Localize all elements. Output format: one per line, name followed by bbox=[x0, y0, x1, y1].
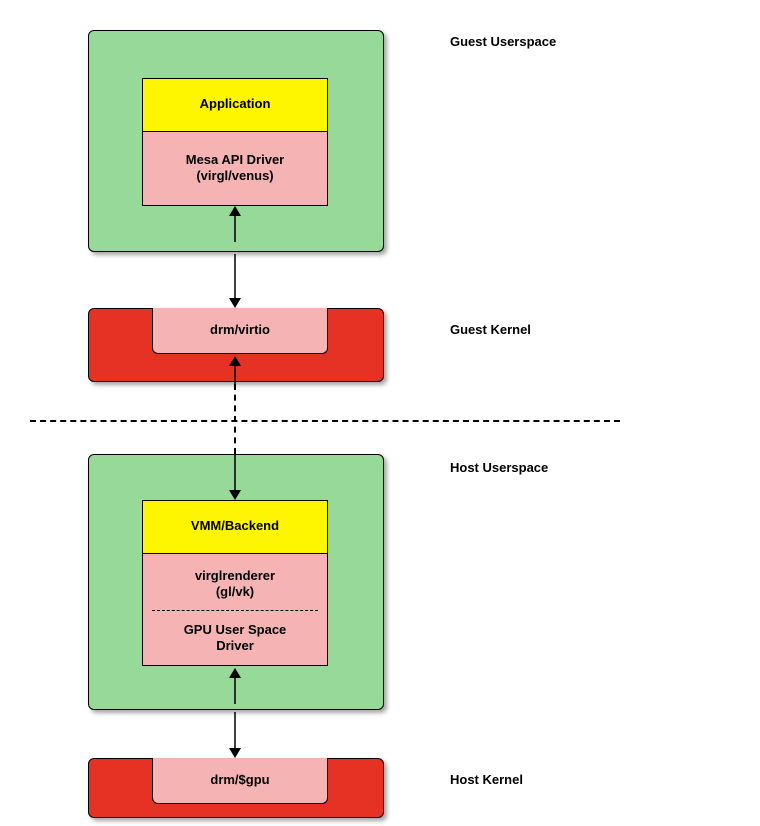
mesa-driver-label: Mesa API Driver (virgl/venus) bbox=[142, 152, 328, 183]
virglrenderer-label: virglrenderer (gl/vk) bbox=[142, 568, 328, 599]
gpu-userspace-driver-label: GPU User Space Driver bbox=[142, 622, 328, 653]
arrow-icon bbox=[225, 356, 245, 384]
guest-host-boundary bbox=[30, 420, 620, 422]
arrow-icon bbox=[225, 254, 245, 308]
boundary-connector bbox=[234, 384, 236, 454]
arrow-icon bbox=[225, 454, 245, 500]
arrow-icon bbox=[225, 712, 245, 758]
host-userspace-label: Host Userspace bbox=[450, 460, 548, 475]
drm-gpu-label: drm/$gpu bbox=[152, 772, 328, 788]
drm-virtio-label: drm/virtio bbox=[152, 322, 328, 338]
host-kernel-label: Host Kernel bbox=[450, 772, 523, 787]
application-label: Application bbox=[142, 96, 328, 112]
diagram-canvas: Application Mesa API Driver (virgl/venus… bbox=[0, 0, 760, 826]
vmm-backend-label: VMM/Backend bbox=[142, 518, 328, 534]
guest-userspace-label: Guest Userspace bbox=[450, 34, 556, 49]
arrow-icon bbox=[225, 206, 245, 242]
pink-divider bbox=[152, 610, 318, 611]
arrow-icon bbox=[225, 668, 245, 704]
guest-kernel-label: Guest Kernel bbox=[450, 322, 531, 337]
